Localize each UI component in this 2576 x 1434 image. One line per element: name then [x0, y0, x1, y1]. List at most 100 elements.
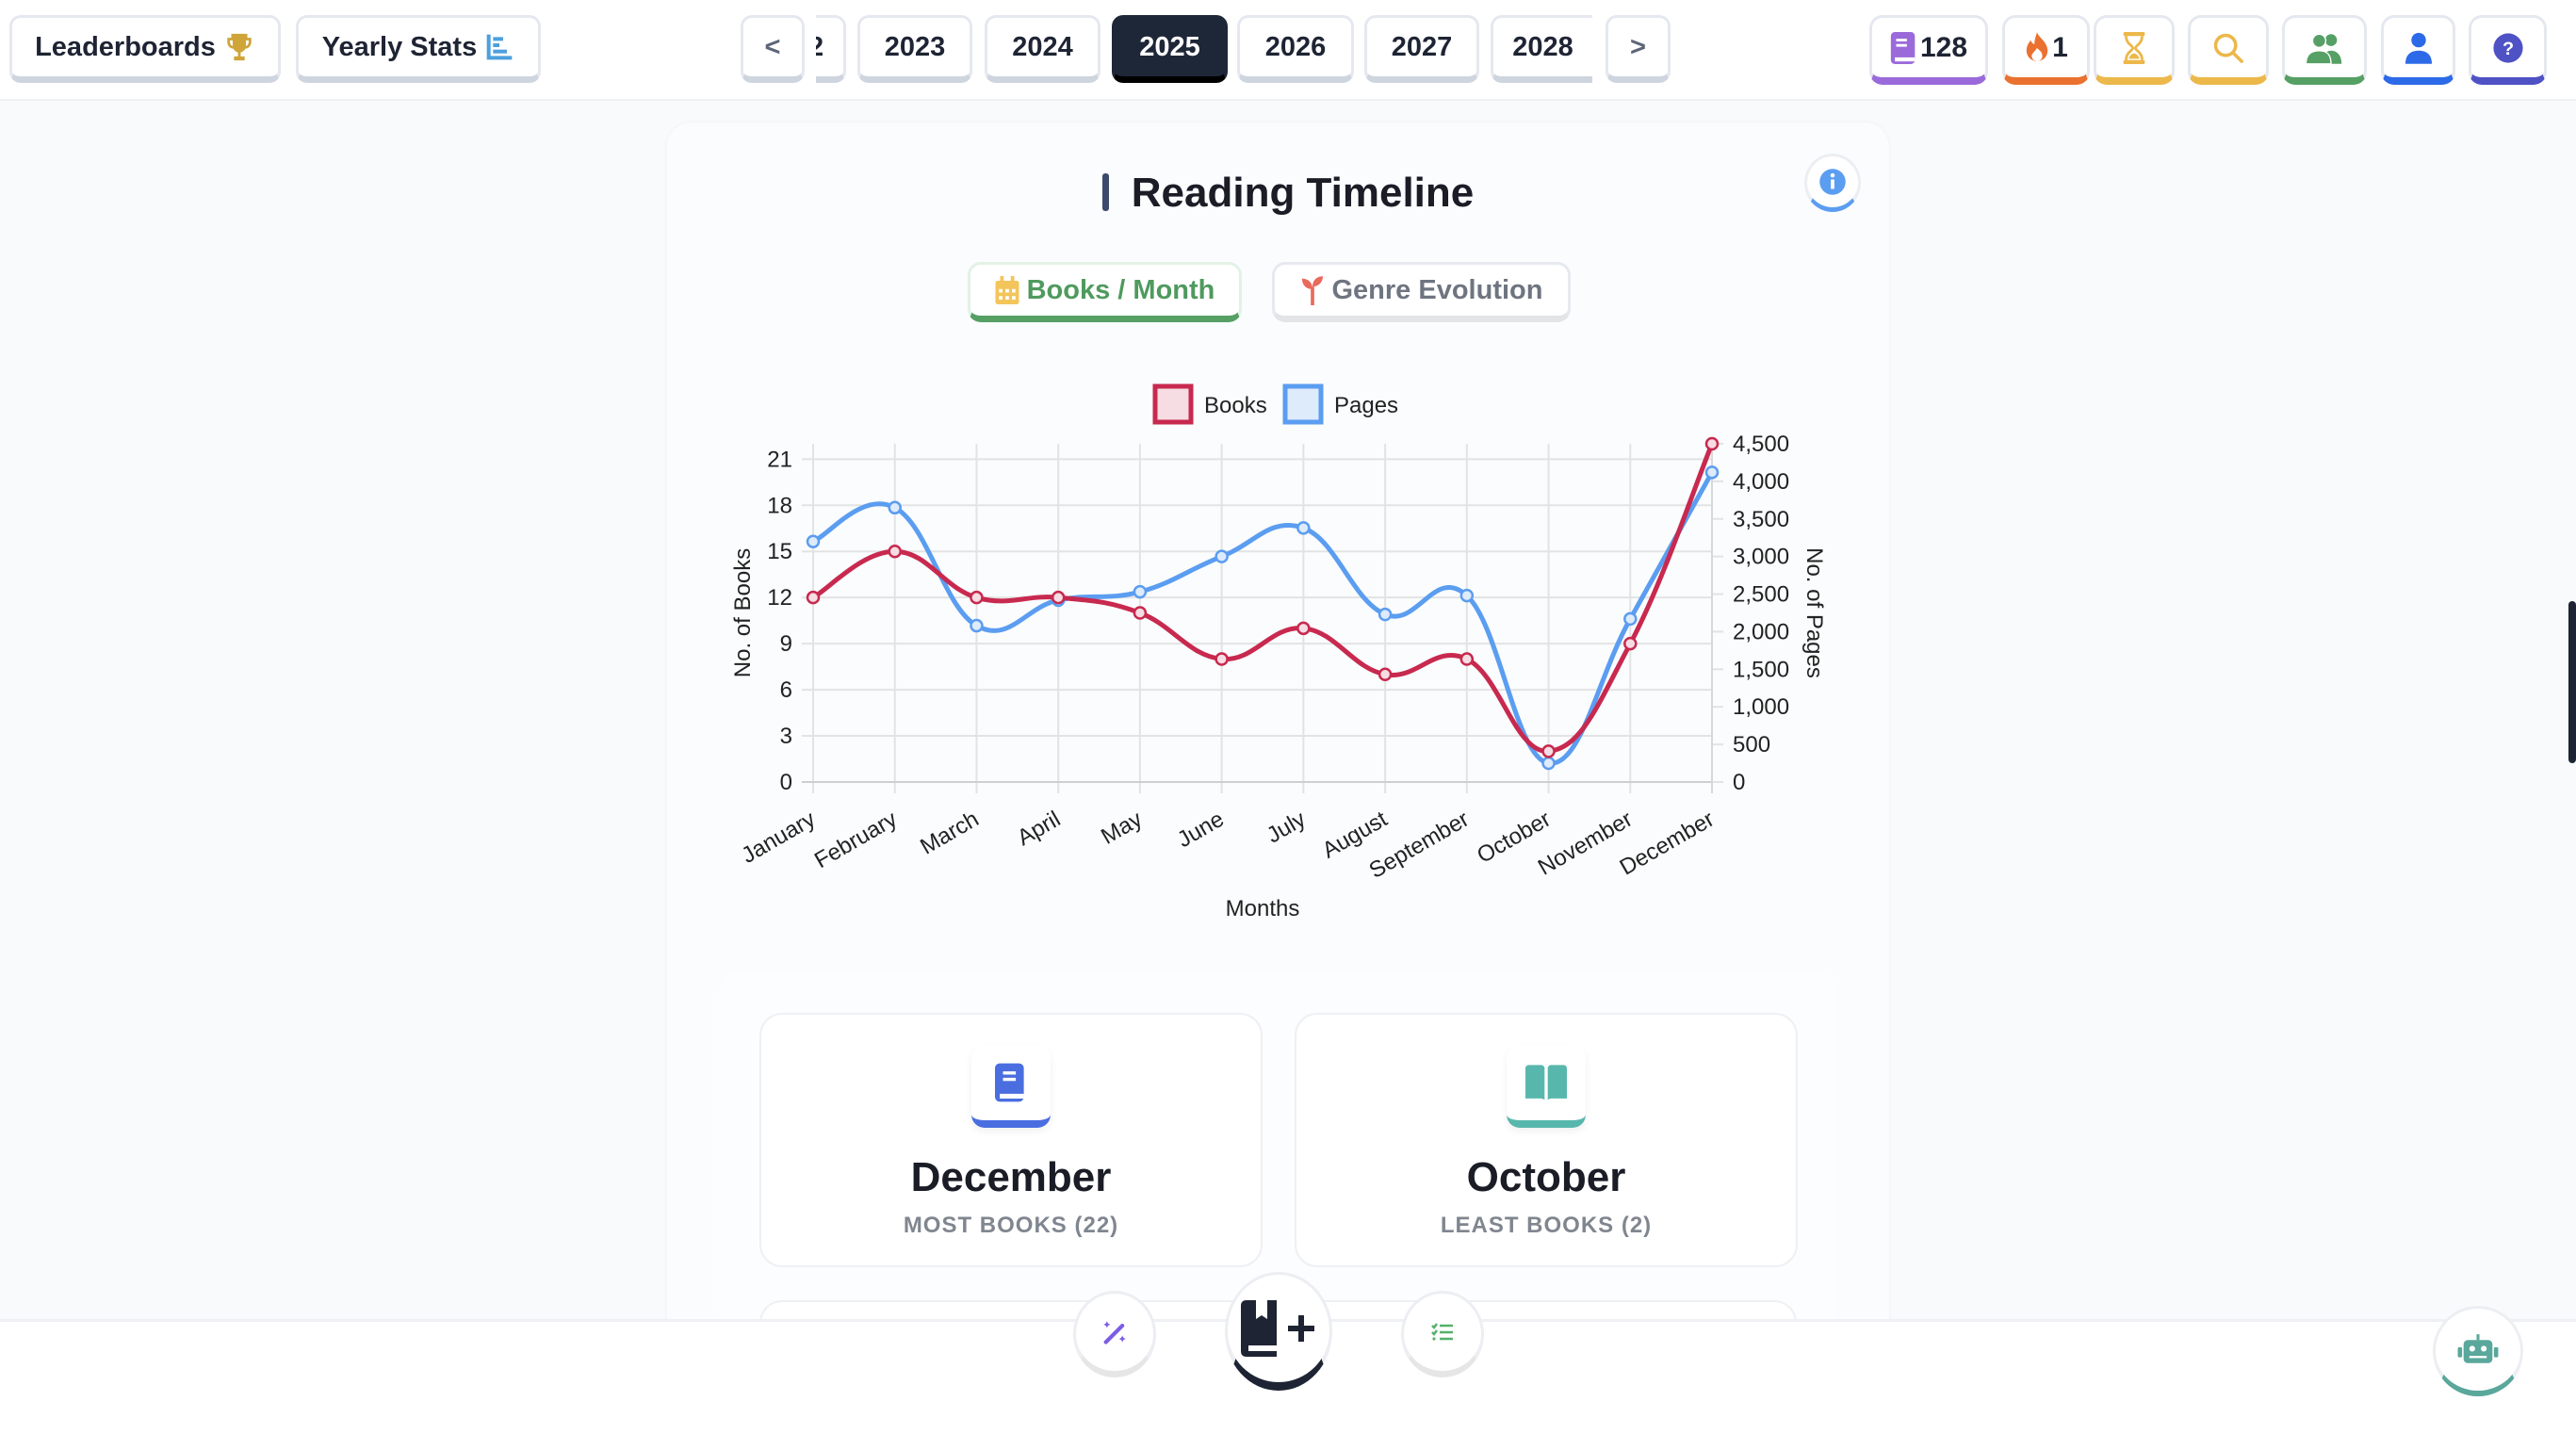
data-point-books: [1378, 667, 1393, 682]
x-tick-label: June: [1173, 807, 1229, 853]
data-point-pages: [1459, 588, 1475, 603]
title-accent-bar: [1101, 173, 1109, 211]
help-button[interactable]: ?: [2469, 15, 2547, 85]
data-point-pages: [1296, 521, 1311, 535]
search-button[interactable]: [2188, 15, 2269, 85]
checklist-button[interactable]: [1401, 1291, 1484, 1377]
y2-tick-label: 0: [1733, 770, 1745, 795]
data-point-books: [806, 590, 821, 605]
leaderboards-button[interactable]: Leaderboards: [9, 15, 281, 83]
title-text: Reading Timeline: [1131, 170, 1475, 216]
x-tick-label: January: [738, 807, 820, 869]
year-button-2024[interactable]: 2024: [985, 15, 1101, 83]
y-tick-label: 9: [780, 631, 792, 657]
y2-tick-label: 4,000: [1733, 469, 1789, 495]
data-point-books: [1704, 436, 1720, 451]
data-point-books: [1296, 621, 1311, 636]
data-point-pages: [888, 500, 902, 515]
data-point-books: [1623, 636, 1638, 651]
data-point-pages: [806, 534, 821, 548]
y-tick-label: 18: [767, 493, 792, 518]
assistant-bot-button[interactable]: [2433, 1306, 2523, 1396]
magic-wand-button[interactable]: [1073, 1291, 1156, 1377]
data-point-books: [1459, 652, 1475, 666]
data-point-books: [1133, 606, 1148, 620]
year-button-2025[interactable]: 2025: [1112, 15, 1228, 83]
data-point-books: [888, 544, 902, 559]
most-books-icon-box: [971, 1045, 1051, 1128]
tab-books-month[interactable]: Books / Month: [968, 262, 1242, 322]
year-button-2027[interactable]: 2027: [1364, 15, 1479, 83]
y2-tick-label: 1,000: [1733, 694, 1789, 720]
search-icon: [2213, 33, 2243, 63]
prev-label: <: [764, 31, 781, 62]
data-point-books: [1215, 652, 1229, 666]
scrollbar-thumb[interactable]: [2568, 601, 2576, 763]
data-point-pages: [1215, 549, 1229, 563]
hourglass-icon: [2123, 31, 2145, 64]
add-book-button[interactable]: [1225, 1272, 1332, 1391]
svg-text:?: ?: [2502, 39, 2513, 59]
y-tick-label: 15: [767, 539, 792, 564]
top-bar: Leaderboards Yearly Stats < 2 2023 2024 …: [0, 0, 2576, 101]
friends-button[interactable]: [2282, 15, 2367, 85]
profile-button[interactable]: [2381, 15, 2455, 85]
least-books-month: October: [1466, 1154, 1626, 1200]
year-button-2028[interactable]: 2028: [1491, 15, 1592, 83]
flame-icon: [2026, 31, 2048, 61]
y2-tick-label: 3,500: [1733, 507, 1789, 532]
legend-label-pages: Pages: [1334, 393, 1398, 418]
most-books-label: MOST BOOKS (22): [903, 1213, 1119, 1238]
data-point-books: [1051, 590, 1066, 605]
prev-year-button[interactable]: <: [741, 15, 805, 83]
leaderboards-label: Leaderboards: [35, 31, 216, 62]
books-count: 128: [1919, 31, 1968, 63]
year-button-2026[interactable]: 2026: [1237, 15, 1354, 83]
streak-button[interactable]: 1: [2002, 15, 2090, 85]
book-icon: [995, 1063, 1024, 1102]
legend-swatch-books: [1152, 383, 1194, 425]
books-count-button[interactable]: 128: [1869, 15, 1988, 85]
y-tick-label: 6: [780, 677, 792, 703]
data-point-pages: [1623, 611, 1638, 627]
partial-year-label: 2: [816, 32, 823, 63]
y-tick-label: 12: [767, 585, 792, 611]
magic-wand-icon: [1103, 1321, 1126, 1344]
year-label: 2023: [884, 31, 946, 62]
y2-tick-label: 2,000: [1733, 619, 1789, 644]
info-button[interactable]: [1804, 154, 1861, 212]
year-label: 2026: [1264, 31, 1327, 62]
next-year-button[interactable]: >: [1606, 15, 1671, 83]
y-tick-label: 0: [780, 770, 792, 795]
open-book-icon: [1525, 1065, 1567, 1100]
y2-tick-label: 3,000: [1733, 545, 1789, 570]
y-tick-label: 21: [767, 447, 792, 472]
users-icon: [2305, 33, 2342, 64]
next-label: >: [1630, 31, 1646, 62]
book-icon: [1890, 31, 1916, 64]
add-book-icon: [1241, 1300, 1314, 1357]
reading-timeline-chart: 0 3 6 9 12 15 18 21 0 500 1,000 1,500 2,000 2,500 3,00…: [730, 383, 1827, 921]
y-tick-label: 3: [780, 724, 792, 749]
card-title: Reading Timeline: [0, 170, 2576, 217]
bar-chart-icon: [486, 34, 513, 60]
y2-axis-title: No. of Pages: [1802, 547, 1827, 678]
timer-button[interactable]: [2094, 15, 2175, 85]
least-books-card: October LEAST BOOKS (2): [1295, 1013, 1798, 1267]
data-point-pages: [1133, 584, 1148, 599]
data-point-books: [1541, 744, 1556, 758]
data-point-pages: [1378, 607, 1393, 622]
x-tick-label: March: [916, 807, 983, 860]
info-icon: [1819, 169, 1846, 195]
year-button-partial[interactable]: 2: [816, 15, 846, 83]
tab-genre-evolution[interactable]: Genre Evolution: [1272, 262, 1571, 322]
x-tick-label: May: [1097, 807, 1147, 850]
year-button-2023[interactable]: 2023: [857, 15, 972, 83]
tab-label: Genre Evolution: [1331, 274, 1543, 305]
yearly-stats-button[interactable]: Yearly Stats: [296, 15, 541, 83]
x-axis-title: Months: [1226, 896, 1300, 921]
y2-tick-label: 1,500: [1733, 657, 1789, 682]
streak-count: 1: [2052, 31, 2068, 63]
year-label: 2027: [1391, 31, 1453, 62]
checklist-icon: [1431, 1323, 1453, 1341]
